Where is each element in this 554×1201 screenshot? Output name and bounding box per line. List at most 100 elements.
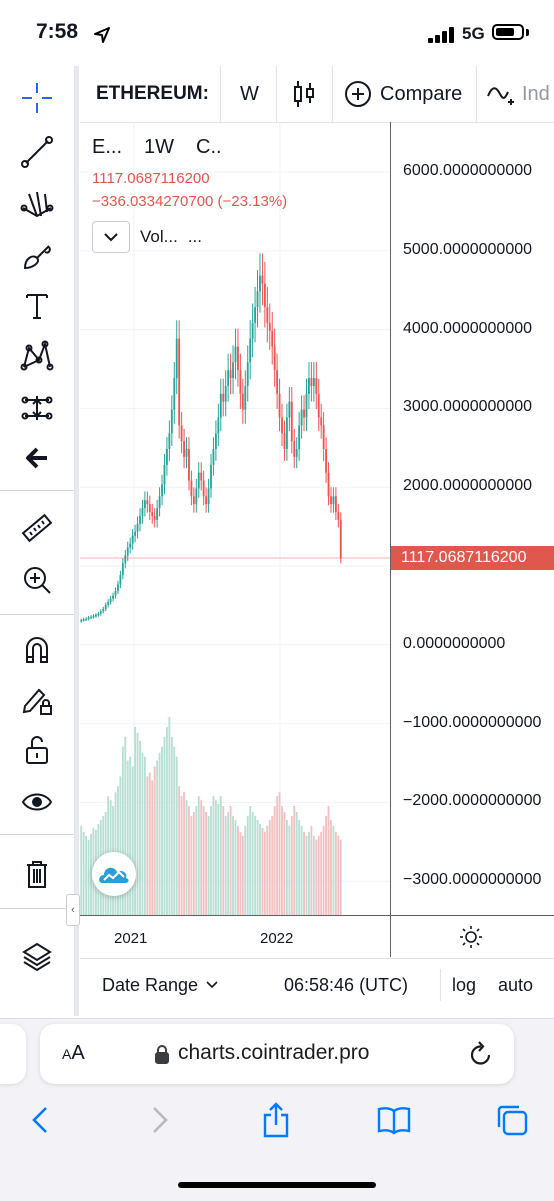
address-bar[interactable]: AAAA charts.cointrader.pro	[40, 1024, 514, 1084]
hide-drawings-button[interactable]	[12, 782, 62, 822]
prediction-tool[interactable]	[12, 388, 62, 428]
remove-drawings-button[interactable]	[12, 854, 62, 894]
indicators-button[interactable]: Ind	[486, 66, 550, 122]
volume-legend-label[interactable]: Vol...	[140, 227, 178, 246]
bookmarks-button[interactable]	[372, 1100, 416, 1140]
text-icon	[26, 294, 48, 319]
book-icon	[377, 1107, 411, 1135]
candle-body	[320, 417, 323, 426]
candle-body	[87, 617, 90, 620]
trend-line-tool[interactable]	[12, 132, 62, 172]
price-scale[interactable]: 6000.0000000000 5000.0000000000 4000.00000…	[390, 122, 554, 915]
candle-body	[148, 504, 151, 513]
measure-tool[interactable]	[12, 508, 62, 548]
interval-button[interactable]: W	[240, 82, 259, 105]
volume-bar	[178, 786, 181, 915]
volume-legend-more[interactable]: ...	[187, 227, 202, 246]
candle-body	[117, 584, 119, 591]
price-tick-label: 6000.0000000000	[403, 162, 533, 179]
candle-body	[246, 362, 249, 386]
toolbar-collapse-handle[interactable]: ‹	[66, 894, 80, 926]
volume-bar	[315, 839, 318, 915]
pitchfork-tool[interactable]	[12, 184, 62, 224]
symbol-search-button[interactable]: ETHEREUM:	[96, 83, 209, 104]
volume-bar	[146, 776, 149, 915]
text-tool[interactable]	[12, 286, 62, 326]
brush-tool[interactable]	[12, 236, 62, 276]
log-scale-toggle[interactable]: log	[452, 974, 477, 995]
magnet-mode-button[interactable]	[12, 630, 62, 670]
legend-volume-row: Vol... ...	[92, 220, 202, 254]
tabs-button[interactable]	[490, 1100, 534, 1140]
date-range-button[interactable]: Date Range	[102, 959, 218, 1011]
time-scale[interactable]: 2021 2022	[80, 915, 554, 958]
candle-body	[303, 409, 305, 418]
lock-icon	[155, 1045, 169, 1064]
volume-bar	[241, 835, 244, 915]
candle-body	[104, 605, 107, 609]
layers-icon	[22, 942, 52, 972]
volume-bar	[310, 825, 313, 915]
volume-bar	[219, 796, 222, 915]
chart-pane[interactable]	[80, 122, 390, 915]
trash-icon	[27, 861, 47, 888]
volume-bar	[234, 819, 237, 915]
volume-bar	[271, 816, 274, 915]
text-size-button[interactable]: AAAA	[62, 1042, 85, 1064]
time-tick-label: 2021	[114, 930, 148, 947]
volume-bar	[259, 823, 261, 915]
volume-bar	[148, 772, 151, 915]
candle-body	[237, 346, 239, 371]
compare-button[interactable]: Compare	[344, 66, 462, 122]
forward-button[interactable]	[138, 1100, 182, 1140]
auto-scale-toggle[interactable]: auto	[498, 974, 534, 995]
candle-body	[121, 563, 124, 576]
candle-body	[161, 484, 163, 497]
candle-body	[139, 515, 141, 524]
candle-body	[224, 385, 227, 402]
share-button[interactable]	[254, 1100, 298, 1140]
utc-clock[interactable]: 06:58:46 (UTC)	[284, 974, 409, 995]
legend-last-price: 1117.0687116200	[92, 170, 210, 187]
hide-toolbar-button[interactable]	[12, 438, 62, 478]
chart-style-button[interactable]	[292, 66, 316, 122]
price-tick-label: 3000.0000000000	[403, 398, 533, 416]
candle-body	[263, 283, 266, 308]
back-button[interactable]	[18, 1100, 62, 1140]
theme-settings-button[interactable]	[458, 924, 484, 950]
volume-bar	[195, 806, 198, 915]
candle-body	[131, 535, 134, 544]
legend-header[interactable]: E... 1W C..	[92, 136, 244, 159]
volume-bar	[136, 732, 139, 915]
volume-bar	[217, 804, 220, 915]
chevron-right-icon	[153, 1107, 168, 1133]
signal-bars-icon	[428, 27, 454, 43]
candle-body	[312, 378, 315, 386]
chart-header-toolbar: ETHEREUM: W Compare Ind	[80, 66, 554, 123]
candle-body	[136, 523, 139, 532]
legend-collapse-button[interactable]	[92, 221, 130, 253]
cointrader-logo[interactable]	[92, 852, 136, 896]
lock-drawing-mode-button[interactable]	[12, 680, 62, 720]
chevron-down-icon	[206, 981, 218, 989]
previous-tab-peek[interactable]	[0, 1024, 26, 1084]
object-tree-button[interactable]	[12, 936, 62, 976]
candle-body	[141, 508, 144, 516]
candle-body	[271, 330, 274, 347]
candle-body	[92, 616, 95, 618]
volume-bar	[239, 831, 242, 915]
volume-bar	[82, 831, 85, 915]
candle-body	[268, 322, 271, 331]
candle-body	[190, 480, 193, 497]
battery-icon	[492, 24, 524, 40]
volume-bar	[278, 792, 281, 915]
lock-all-drawings-button[interactable]	[12, 730, 62, 770]
volume-bar	[173, 746, 176, 915]
volume-bar	[320, 831, 323, 915]
crosshair-tool[interactable]	[12, 78, 62, 118]
zoom-in-tool[interactable]	[12, 560, 62, 600]
volume-bar	[161, 746, 163, 915]
pattern-tool[interactable]	[12, 336, 62, 376]
reload-icon[interactable]	[468, 1040, 494, 1068]
volume-bar	[332, 825, 335, 915]
